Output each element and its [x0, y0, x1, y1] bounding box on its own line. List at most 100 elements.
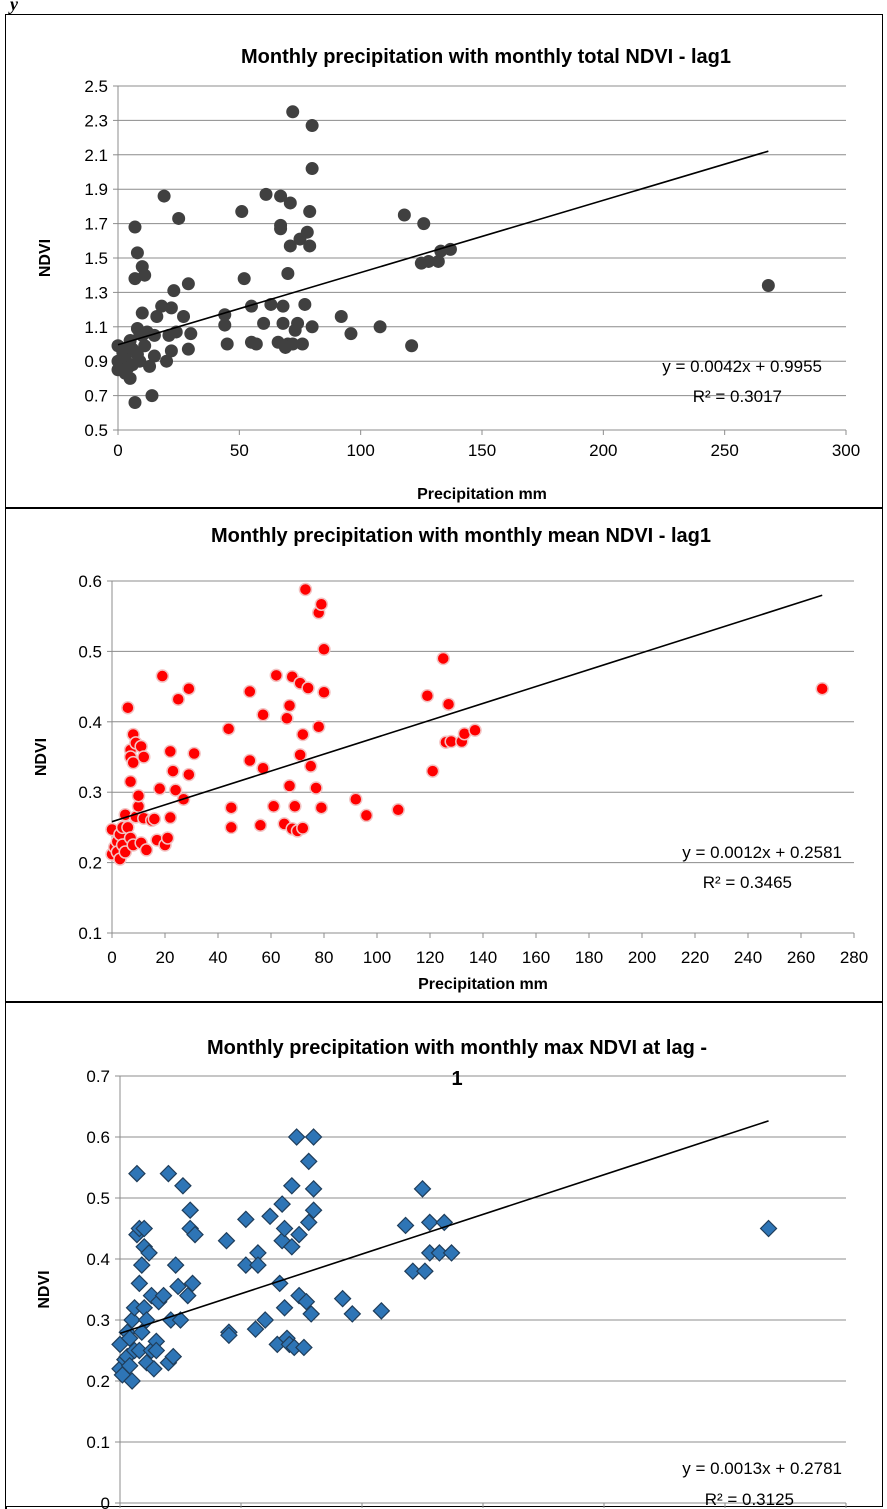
data-point: [224, 820, 238, 835]
data-point: [344, 327, 358, 341]
data-point: [413, 1180, 432, 1198]
x-tick-label: 260: [787, 948, 815, 967]
y-tick-label: 2.3: [84, 111, 108, 130]
partial-heading: y: [10, 0, 18, 14]
data-point: [302, 1305, 321, 1323]
data-point: [286, 337, 300, 351]
data-point: [304, 1201, 323, 1220]
data-point: [128, 220, 142, 234]
data-point: [249, 1256, 267, 1274]
data-point: [273, 1195, 291, 1213]
data-point: [123, 774, 138, 789]
y-tick-label: 0.5: [78, 642, 102, 661]
y-tick-label: 0.1: [78, 924, 102, 943]
x-tick-label: 0: [107, 948, 116, 967]
data-point: [264, 297, 278, 311]
data-point: [280, 711, 294, 726]
data-point: [405, 339, 419, 353]
y-tick-label: 0.4: [86, 1250, 110, 1269]
data-point: [184, 327, 198, 341]
data-point: [139, 843, 154, 857]
x-tick-label: 160: [522, 948, 550, 967]
data-point: [442, 1244, 461, 1262]
data-point: [154, 1286, 173, 1305]
data-point: [145, 389, 159, 403]
data-point: [131, 788, 146, 803]
data-point: [163, 810, 178, 825]
data-point: [468, 723, 482, 737]
data-point: [126, 755, 140, 770]
data-point: [417, 217, 431, 231]
y-tick-label: 1.7: [84, 215, 108, 234]
data-point: [304, 759, 318, 773]
data-point: [343, 1305, 362, 1323]
data-point: [299, 1152, 318, 1171]
data-point: [135, 1219, 154, 1238]
data-point: [217, 1231, 236, 1250]
data-point: [304, 1180, 323, 1198]
data-point: [305, 119, 319, 133]
x-tick-label: 300: [832, 441, 860, 460]
data-point: [159, 1164, 178, 1183]
data-point: [436, 651, 450, 666]
x-tick-label: 80: [315, 948, 334, 967]
data-point: [303, 205, 317, 219]
trendline: [111, 594, 823, 823]
y-tick-label: 0.9: [84, 352, 108, 371]
data-point: [182, 767, 196, 782]
scatter-chart-max-ndvi: 00.10.20.30.40.50.60.7050100150200250300…: [36, 1037, 847, 1509]
data-point: [177, 309, 191, 323]
trendline: [117, 150, 769, 346]
y-tick-label: 0.2: [86, 1372, 110, 1391]
x-tick-label: 100: [346, 441, 374, 460]
data-point: [422, 254, 436, 268]
data-point: [359, 808, 374, 823]
x-tick-label: 220: [681, 948, 709, 967]
data-point: [164, 344, 178, 358]
data-point: [236, 1210, 255, 1229]
data-point: [317, 642, 331, 657]
y-tick-label: 0.3: [78, 783, 102, 802]
trendline-equation: y = 0.0013x + 0.2781: [682, 1459, 842, 1478]
data-point: [431, 254, 445, 268]
data-point: [309, 781, 323, 795]
data-point: [166, 1256, 185, 1274]
data-point: [391, 803, 405, 817]
data-point: [147, 1341, 166, 1360]
data-point: [269, 668, 284, 683]
y-axis-title: NDVI: [36, 1270, 53, 1308]
chart-title: Monthly precipitation with monthly total…: [241, 46, 731, 68]
data-point: [243, 684, 257, 699]
data-point: [283, 239, 297, 253]
data-point: [274, 189, 288, 203]
y-tick-label: 0.4: [78, 713, 102, 732]
x-tick-label: 20: [156, 948, 175, 967]
y-tick-label: 0.3: [86, 1311, 110, 1330]
x-axis-title: Precipitation mm: [417, 486, 547, 503]
chart-panel-total-ndvi: 0.5 0.7 0.9 1.1 1.3 1.5 1.7 1.9 2.1 2.3 2.5 0 50 100 1…: [5, 14, 883, 508]
data-point: [349, 792, 363, 806]
x-tick-label: 240: [734, 948, 762, 967]
data-point: [761, 279, 775, 293]
data-point: [166, 764, 180, 778]
data-point: [152, 781, 167, 796]
data-point: [140, 1244, 158, 1262]
data-point: [128, 1164, 146, 1183]
chart-panel-mean-ndvi: 0.1 0.2 0.3 0.4 0.5 0.6 0 20 40 60 80 100 120 140 160 1…: [5, 508, 883, 1002]
data-point: [181, 277, 195, 291]
data-point: [137, 750, 151, 764]
data-point: [253, 818, 268, 833]
data-point: [128, 395, 142, 409]
data-point: [420, 689, 435, 703]
data-point: [143, 359, 157, 373]
data-point: [282, 698, 297, 713]
data-point: [420, 1213, 439, 1232]
data-point: [182, 681, 196, 696]
y-tick-label: 0.7: [84, 387, 108, 406]
data-point: [138, 268, 152, 282]
data-point: [259, 187, 273, 201]
y-axis-title: NDVI: [33, 738, 50, 776]
data-point: [220, 337, 234, 351]
y-tick-label: 0.7: [86, 1067, 110, 1086]
data-point: [298, 297, 312, 311]
